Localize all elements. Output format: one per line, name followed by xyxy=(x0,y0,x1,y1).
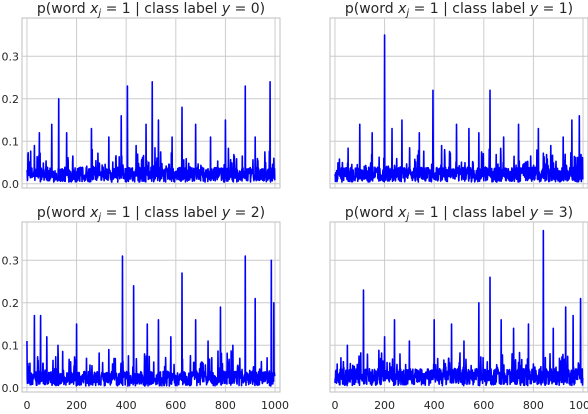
subplot-title: p(word xj = 1 | class label y = 3) xyxy=(345,205,573,223)
x-tick-label: 0 xyxy=(331,399,338,412)
plot-area xyxy=(21,17,281,189)
subplot-title: p(word xj = 1 | class label y = 1) xyxy=(345,1,573,19)
x-tick-label: 800 xyxy=(523,399,544,412)
y-tick-label: 0.2 xyxy=(2,297,20,310)
series-line xyxy=(334,229,584,387)
y-tick-label: 0.1 xyxy=(2,339,20,352)
subplot-0: p(word xj = 1 | class label y = 0) 0.0 0.1… xyxy=(2,1,281,191)
x-tick-label: 1000 xyxy=(261,399,289,412)
x-tick-label: 400 xyxy=(424,399,445,412)
x-tick-label: 200 xyxy=(66,399,87,412)
y-tick-label: 0.0 xyxy=(2,178,20,191)
y-tick-label: 0.3 xyxy=(2,50,20,63)
series-line xyxy=(334,34,584,183)
series-line xyxy=(26,80,276,183)
subplot-1: p(word xj = 1 | class label y = 1) xyxy=(329,1,588,189)
y-tick-label: 0.0 xyxy=(2,382,20,395)
plot-area xyxy=(21,221,281,393)
subplot-title: p(word xj = 1 | class label y = 0) xyxy=(37,1,265,19)
x-tick-label: 200 xyxy=(374,399,395,412)
x-tick-label: 400 xyxy=(116,399,137,412)
x-tick-label: 600 xyxy=(473,399,494,412)
subplot-title: p(word xj = 1 | class label y = 2) xyxy=(37,205,265,223)
x-tick-label: 1000 xyxy=(569,399,588,412)
subplot-2: p(word xj = 1 | class label y = 2) 0.0 0.1… xyxy=(2,205,290,412)
subplot-3: p(word xj = 1 | class label y = 3) 0 200 40… xyxy=(329,205,588,412)
y-tick-label: 0.3 xyxy=(2,254,20,267)
x-tick-label: 600 xyxy=(165,399,186,412)
series-line xyxy=(26,255,276,387)
plot-area xyxy=(329,17,588,189)
x-tick-label: 0 xyxy=(23,399,30,412)
y-tick-label: 0.1 xyxy=(2,135,20,148)
y-tick-label: 0.2 xyxy=(2,93,20,106)
x-tick-label: 800 xyxy=(215,399,236,412)
